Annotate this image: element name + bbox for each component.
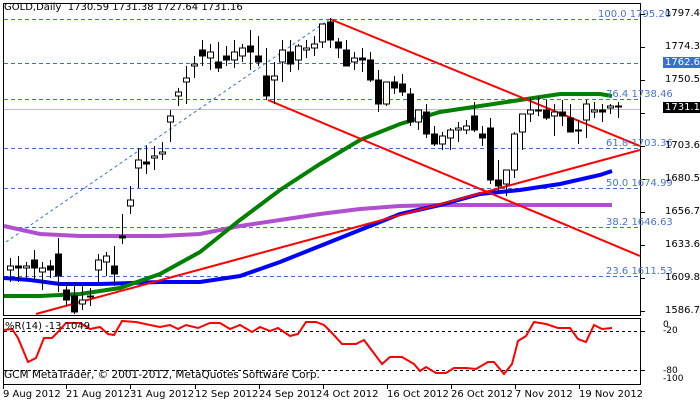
time-tick: 19 Nov 2012	[579, 389, 644, 400]
price-tick: 1774.30	[665, 41, 700, 52]
ascending-support-line	[35, 149, 641, 315]
time-tick: 9 Aug 2012	[3, 389, 61, 400]
wpr-levels	[4, 331, 640, 371]
fib-label-61: 61.8 1703.36	[606, 138, 673, 149]
ohlc-values: 1730.59 1731.38 1727.64 1731.16	[67, 2, 243, 13]
wpr-axis-ticks	[641, 331, 645, 371]
wpr-level-0: 0	[663, 320, 669, 330]
descending-channel-lower	[267, 99, 641, 257]
price-tick: 1609.80	[665, 272, 700, 283]
price-tick: 1797.40	[665, 8, 700, 19]
wpr-indicator-label: %R(14) -13.1049	[5, 321, 91, 332]
time-tick: 12 Sep 2012	[195, 389, 259, 400]
price-tick: 1656.70	[665, 206, 700, 217]
fib-label-76: 76.4 1738.46	[606, 89, 673, 100]
price-tick: 1703.60	[665, 140, 700, 151]
descending-channel-upper	[329, 18, 641, 147]
copyright-text: GCM MetaTrader, © 2001-2012, MetaQuotes …	[4, 369, 320, 381]
ma-blue-line	[3, 169, 613, 286]
time-tick: 31 Aug 2012	[130, 389, 195, 400]
marked-level-label: 1762.64	[663, 57, 700, 68]
symbol-period: GOLD,Daily	[4, 2, 62, 13]
price-axis	[641, 14, 645, 312]
time-tick: 26 Oct 2012	[451, 389, 513, 400]
ma-green-line	[4, 92, 613, 298]
price-tick: 1680.50	[665, 173, 700, 184]
oscillator-panel-frame	[3, 318, 641, 385]
time-axis	[3, 385, 580, 389]
wpr-level-80: -80	[663, 366, 678, 376]
price-tick: 1586.70	[665, 305, 700, 316]
price-tick: 1633.60	[665, 239, 700, 250]
chart-title: GOLD,Daily 1730.59 1731.38 1727.64 1731.…	[4, 2, 243, 13]
wpr-level-100: -100	[663, 374, 684, 384]
main-panel-frame	[3, 3, 641, 316]
fib-label-38: 38.2 1646.63	[606, 217, 673, 228]
fibonacci-levels	[4, 19, 640, 277]
ma-purple-line	[3, 203, 612, 238]
candlesticks	[7, 18, 622, 314]
time-tick: 4 Oct 2012	[323, 389, 379, 400]
time-tick: 7 Nov 2012	[515, 389, 573, 400]
current-price-label: 1731.16	[663, 102, 700, 113]
price-tick: 1750.50	[665, 74, 700, 85]
time-tick: 21 Aug 2012	[66, 389, 131, 400]
wpr-level-20: -20	[663, 326, 678, 336]
time-tick: 16 Oct 2012	[387, 389, 449, 400]
fib-label-50: 50.0 1674.99	[606, 178, 673, 189]
wpr-line	[3, 319, 613, 376]
fib-label-23: 23.6 1611.53	[606, 266, 673, 277]
fib-label-100: 100.0 1795.20	[598, 9, 672, 20]
time-tick: 24 Sep 2012	[259, 389, 323, 400]
